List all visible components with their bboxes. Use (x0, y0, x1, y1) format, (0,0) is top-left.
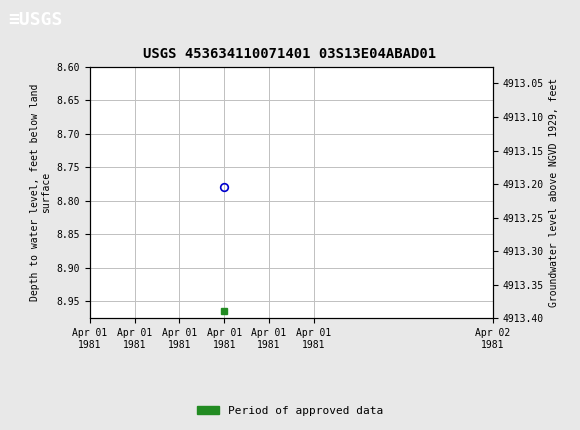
Legend: Period of approved data: Period of approved data (193, 401, 387, 420)
Y-axis label: Groundwater level above NGVD 1929, feet: Groundwater level above NGVD 1929, feet (549, 78, 559, 307)
Text: ≡USGS: ≡USGS (9, 12, 63, 29)
Y-axis label: Depth to water level, feet below land
surface: Depth to water level, feet below land su… (30, 84, 51, 301)
Text: USGS 453634110071401 03S13E04ABAD01: USGS 453634110071401 03S13E04ABAD01 (143, 47, 437, 61)
